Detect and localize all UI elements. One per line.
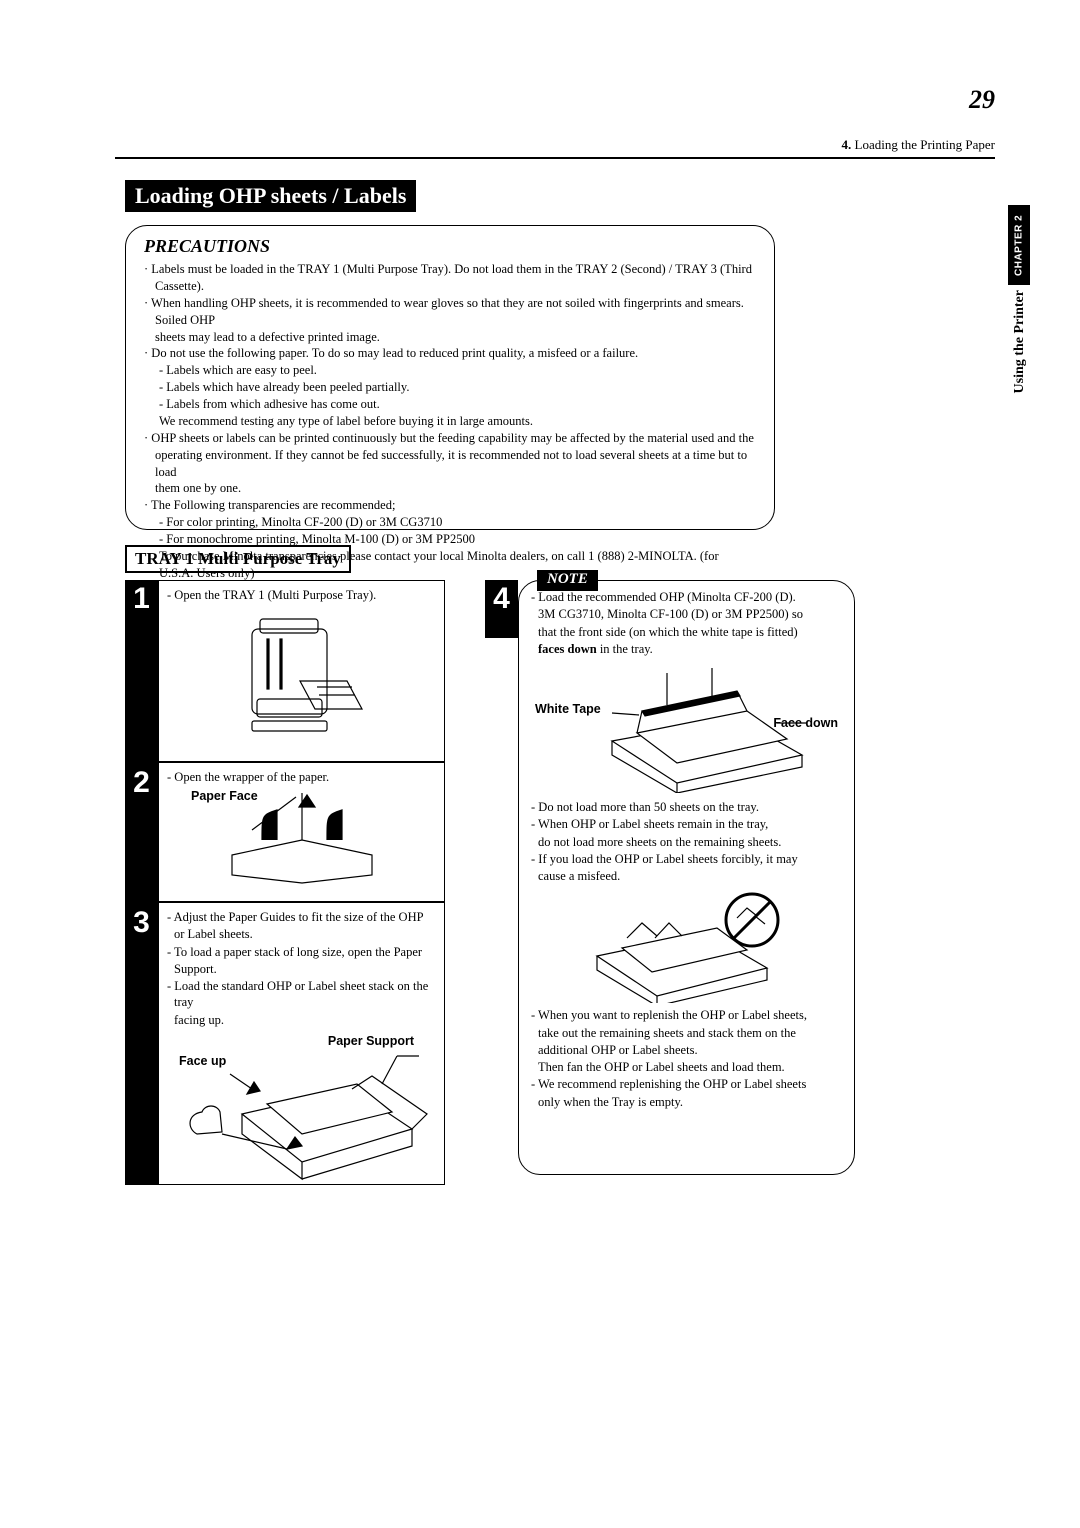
precautions-line: · Labels must be loaded in the TRAY 1 (M… — [144, 261, 756, 295]
white-tape-label: White Tape — [535, 701, 601, 717]
no-force-load-icon — [567, 888, 807, 1003]
note-block2-line: - If you load the OHP or Label sheets fo… — [531, 851, 842, 867]
step-2-text: - Open the wrapper of the paper. — [167, 769, 436, 785]
note-block2-line: do not load more sheets on the remaining… — [531, 834, 842, 850]
step-3-line: facing up. — [167, 1012, 436, 1028]
precautions-line: them one by one. — [144, 480, 756, 497]
step-3-line: - To load a paper stack of long size, op… — [167, 944, 436, 960]
precautions-line: sheets may lead to a defective printed i… — [144, 329, 756, 346]
faces-down-bold: faces down — [538, 642, 597, 656]
precautions-line: - Labels from which adhesive has come ou… — [144, 396, 756, 413]
header-line: 4. Loading the Printing Paper — [842, 137, 995, 153]
step-3-line: - Adjust the Paper Guides to fit the siz… — [167, 909, 436, 925]
step-1-box: - Open the TRAY 1 (Multi Purpose Tray). — [158, 580, 445, 762]
note-block2-line: cause a misfeed. — [531, 868, 842, 884]
header-section-num: 4. — [842, 137, 852, 152]
note-block-2: - Do not load more than 50 sheets on the… — [531, 799, 842, 884]
note-block2-line: - When OHP or Label sheets remain in the… — [531, 816, 842, 832]
step-2-box: - Open the wrapper of the paper. Paper F… — [158, 762, 445, 902]
precautions-line: · Do not use the following paper. To do … — [144, 345, 756, 362]
note-block1-line: - Load the recommended OHP (Minolta CF-2… — [531, 589, 842, 605]
note-block-3: - When you want to replenish the OHP or … — [531, 1007, 842, 1110]
note-block3-line: only when the Tray is empty. — [531, 1094, 842, 1110]
note-box: NOTE - Load the recommended OHP (Minolta… — [518, 580, 855, 1175]
step-3-box: - Adjust the Paper Guides to fit the siz… — [158, 902, 445, 1185]
precautions-line: - Labels which are easy to peel. — [144, 362, 756, 379]
note-faces-down-line: faces down in the tray. — [531, 641, 842, 657]
note-block3-line: - When you want to replenish the OHP or … — [531, 1007, 842, 1023]
face-down-label: Face down — [773, 715, 838, 731]
step-3-line: Support. — [167, 961, 436, 977]
note-block3-line: take out the remaining sheets and stack … — [531, 1025, 842, 1041]
step-2-number: 2 — [125, 766, 158, 800]
face-up-label: Face up — [179, 1053, 226, 1069]
faces-down-rest: in the tray. — [597, 642, 653, 656]
note-block3-line: - We recommend replenishing the OHP or L… — [531, 1076, 842, 1092]
precautions-line: · When handling OHP sheets, it is recomm… — [144, 295, 756, 329]
precautions-line: - For color printing, Minolta CF-200 (D)… — [144, 514, 756, 531]
side-tab: CHAPTER 2 Using the Printer — [1002, 205, 1030, 435]
note-block1-line: that the front side (on which the white … — [531, 624, 842, 640]
steps-black-bar — [125, 580, 158, 1185]
note-block3-line: Then fan the OHP or Label sheets and loa… — [531, 1059, 842, 1075]
note-figure-2 — [531, 888, 842, 1003]
precautions-title: PRECAUTIONS — [144, 236, 756, 257]
header-rule — [115, 157, 995, 159]
header-section-title: Loading the Printing Paper — [851, 137, 995, 152]
precautions-line: · OHP sheets or labels can be printed co… — [144, 430, 756, 447]
step-3-line: - Load the standard OHP or Label sheet s… — [167, 978, 436, 1011]
step-3-line: or Label sheets. — [167, 926, 436, 942]
side-chapter-label: CHAPTER 2 — [1008, 205, 1030, 285]
paper-support-label: Paper Support — [328, 1033, 414, 1049]
note-block2-line: - Do not load more than 50 sheets on the… — [531, 799, 842, 815]
precautions-line: - Labels which have already been peeled … — [144, 379, 756, 396]
side-section-label: Using the Printer — [1012, 290, 1028, 393]
step-1-number: 1 — [125, 582, 158, 616]
precautions-line: · The Following transparencies are recom… — [144, 497, 756, 514]
step-3-figure: Face up Paper Support — [167, 1029, 436, 1184]
printer-icon — [222, 609, 382, 749]
precautions-line: We recommend testing any type of label b… — [144, 413, 756, 430]
note-block-1: - Load the recommended OHP (Minolta CF-2… — [531, 589, 842, 640]
precautions-box: PRECAUTIONS · Labels must be loaded in t… — [125, 225, 775, 530]
subsection-title: TRAY 1 Multi Purpose Tray — [125, 545, 351, 573]
note-figure-1: White Tape Face down — [531, 663, 842, 793]
paper-face-label: Paper Face — [191, 788, 258, 804]
note-label: NOTE — [537, 570, 598, 591]
step-4-number: 4 — [485, 582, 518, 616]
note-block3-line: additional OHP or Label sheets. — [531, 1042, 842, 1058]
precautions-list: · Labels must be loaded in the TRAY 1 (M… — [144, 261, 756, 582]
section-title: Loading OHP sheets / Labels — [125, 180, 416, 212]
step-1-figure — [167, 604, 436, 754]
step-2-figure: Paper Face — [167, 786, 436, 894]
step-3-number: 3 — [125, 906, 158, 940]
note-block1-line: 3M CG3710, Minolta CF-100 (D) or 3M PP25… — [531, 606, 842, 622]
step-3-text: - Adjust the Paper Guides to fit the siz… — [167, 909, 436, 1028]
precautions-line: operating environment. If they cannot be… — [144, 447, 756, 481]
step-1-text: - Open the TRAY 1 (Multi Purpose Tray). — [167, 587, 436, 603]
page-number: 29 — [969, 85, 995, 115]
